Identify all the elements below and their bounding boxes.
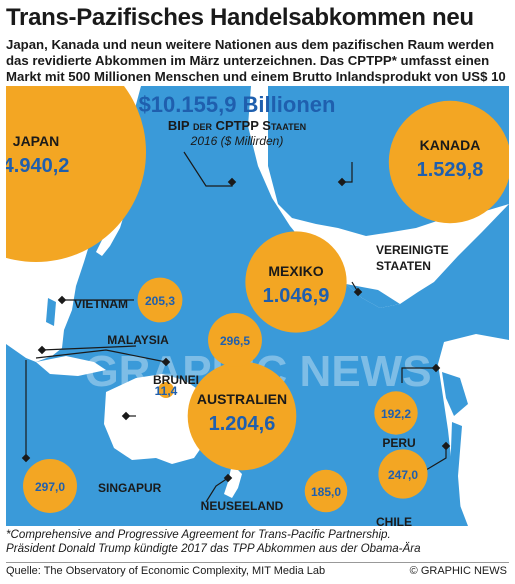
bubble-map: GRAPHIC NEWS 4.940,2JAPAN1.529,8KANADA1.…	[6, 86, 509, 526]
country-label-kanada: KANADA	[420, 137, 481, 153]
country-label-usa-line2: STAATEN	[376, 259, 431, 273]
leader-dot-11	[161, 357, 171, 367]
country-label-neuseeland: NEUSEELAND	[201, 499, 284, 513]
leader-dot-9	[431, 363, 441, 373]
bubble-australien	[187, 361, 297, 471]
leader-11	[35, 349, 167, 363]
leader-dot-3	[353, 287, 363, 297]
country-label-chile: CHILE	[376, 515, 412, 526]
footnote-line-2: Präsident Donald Trump kündigte 2017 das…	[6, 542, 421, 555]
leader-1	[183, 151, 233, 187]
footnote: *Comprehensive and Progressive Agreement…	[6, 528, 509, 556]
leader-dot-4	[121, 411, 131, 421]
divider	[6, 562, 509, 563]
bubble-peru	[374, 391, 418, 435]
leader-dot-8	[441, 441, 451, 451]
leader-9	[401, 367, 436, 383]
new-zealand-islands	[224, 464, 242, 498]
country-label-singapur: SINGAPUR	[98, 481, 162, 495]
country-label-australien: AUSTRALIEN	[197, 391, 287, 407]
leader-dot-1	[227, 177, 237, 187]
country-label-vietnam: VIETNAM	[74, 297, 128, 311]
credit-text: © GRAPHIC NEWS	[409, 565, 507, 577]
peru-territory	[442, 372, 468, 416]
bubble-japan	[6, 86, 146, 262]
map-panel: GRAPHIC NEWS 4.940,2 JAPAN 1.529,8 KANADA 1.…	[6, 86, 509, 526]
country-label-usa-line1: VEREINIGTE	[376, 243, 449, 257]
bubble-kanada	[388, 100, 509, 224]
total-gdp: $10.155,9 Billionen	[138, 92, 336, 117]
bubble-brunei	[158, 382, 174, 398]
footnote-line-1: *Comprehensive and Progressive Agreement…	[6, 528, 391, 541]
vietnam-territory	[46, 298, 56, 326]
value-label-vietnam: 205,3	[145, 294, 175, 308]
landmass-south-america	[438, 334, 509, 526]
source-text: Quelle: The Observatory of Economic Comp…	[6, 565, 326, 577]
leader-5	[41, 345, 137, 351]
gdp-bubbles	[6, 86, 509, 513]
value-label-chile: 247,0	[388, 468, 418, 482]
value-label-peru: 192,2	[381, 407, 411, 421]
leader-dot-7	[21, 453, 31, 463]
value-label-japan: 4.940,2	[6, 155, 69, 177]
landmass-australia	[104, 374, 212, 464]
value-label-brunei: 11,4	[155, 384, 178, 398]
leader-dot-2	[337, 177, 347, 187]
leader-dot-5	[37, 345, 47, 355]
leader-10	[205, 477, 229, 503]
country-label-malaysia: MALAYSIA	[107, 333, 169, 347]
bubble-mexiko	[245, 231, 347, 333]
value-label-australien: 1.204,6	[209, 413, 276, 435]
leader-dot-6	[57, 295, 67, 305]
southeast-asia-islands	[36, 356, 106, 376]
page-title: Trans-Pazifisches Handelsabkommen neu	[6, 4, 474, 31]
value-label-singapur: 297,0	[35, 480, 65, 494]
country-label-mexiko: MEXIKO	[268, 263, 323, 279]
country-labels: 4.940,2 JAPAN 1.529,8 KANADA 1.046,9 MEXIKO 1.…	[6, 133, 483, 526]
bubble-malaysia	[208, 313, 262, 367]
country-label-japan: JAPAN	[13, 133, 59, 149]
bubble-singapur	[23, 459, 77, 513]
value-label-malaysia: 296,5	[220, 334, 250, 348]
chart-subtitle: BIP der CPTPP Staaten	[167, 118, 307, 133]
leader-8	[425, 446, 447, 471]
bubble-vietnam	[137, 277, 183, 323]
country-label-brunei: BRUNEI	[153, 373, 199, 387]
value-label-neuseeland: 185,0	[311, 485, 341, 499]
chile-territory	[450, 422, 462, 526]
leader-lines	[21, 151, 451, 503]
value-label-mexiko: 1.046,9	[263, 285, 330, 307]
leader-dot-10	[223, 473, 233, 483]
bubble-chile	[378, 449, 428, 499]
country-label-peru: PERU	[382, 436, 415, 450]
value-label-kanada: 1.529,8	[417, 159, 484, 181]
unit-note: 2016 ($ Millirden)	[190, 134, 284, 148]
bubble-neuseeland	[304, 469, 348, 513]
